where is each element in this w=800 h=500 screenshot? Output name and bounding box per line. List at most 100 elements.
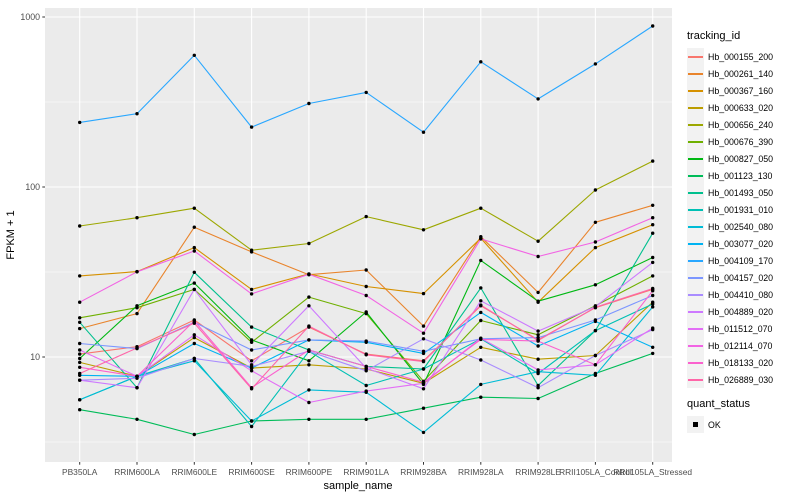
data-point	[536, 329, 540, 333]
line-key-icon	[687, 82, 704, 99]
legend-items: Hb_000155_200 Hb_000261_140 Hb_000367_160 H…	[687, 48, 799, 388]
data-point	[307, 363, 311, 367]
legend-item: Hb_018133_020	[687, 354, 799, 371]
data-point	[249, 340, 254, 344]
data-point	[192, 356, 196, 361]
data-point	[651, 255, 655, 260]
data-point	[78, 341, 82, 346]
data-point	[78, 398, 82, 402]
legend-item-label: Hb_004109_170	[708, 255, 774, 266]
data-point	[421, 331, 426, 335]
line-key-icon	[687, 371, 704, 388]
data-point	[364, 369, 368, 373]
data-point	[536, 299, 540, 303]
data-point	[593, 188, 598, 192]
data-point	[593, 283, 598, 287]
legend-item-label: Hb_004889_020	[708, 306, 774, 317]
data-point	[307, 241, 311, 246]
data-point	[364, 417, 368, 421]
x-tick-label: RRIM928BA	[400, 467, 447, 477]
data-point	[249, 387, 254, 391]
data-point	[651, 326, 655, 330]
legend-item: Hb_002540_080	[687, 218, 799, 235]
data-point	[249, 125, 254, 129]
data-point	[651, 274, 655, 278]
data-point	[364, 293, 368, 298]
legend-item: Hb_003077_020	[687, 235, 799, 252]
data-point	[192, 287, 196, 292]
line-key-icon	[687, 201, 704, 218]
data-point	[421, 380, 426, 384]
data-point	[536, 333, 540, 337]
line-key-icon	[687, 99, 704, 116]
data-point	[651, 159, 655, 163]
data-point	[364, 310, 368, 314]
data-point	[536, 338, 540, 343]
legend-item-label: Hb_026889_030	[708, 374, 774, 385]
data-point	[536, 344, 540, 348]
data-point	[536, 396, 540, 401]
data-point	[593, 328, 598, 333]
legend-item-label: Hb_001493_050	[708, 187, 774, 198]
data-point	[192, 341, 196, 346]
data-point	[479, 237, 483, 241]
data-point	[421, 228, 426, 232]
data-point	[135, 374, 139, 378]
x-tick-label: RRII105LA_Stressed	[613, 467, 692, 477]
legend-item: Hb_001123_130	[687, 167, 799, 184]
data-point	[479, 345, 483, 349]
data-point	[135, 216, 139, 220]
data-point	[479, 318, 483, 323]
data-point	[249, 338, 254, 342]
data-point	[593, 240, 598, 244]
legend-item: Hb_000827_050	[687, 150, 799, 167]
data-point	[307, 338, 311, 342]
legend-item: Hb_011512_070	[687, 320, 799, 337]
data-point	[249, 359, 254, 363]
legend-item-label: Hb_018133_020	[708, 357, 774, 368]
data-point	[593, 220, 598, 224]
data-point	[479, 299, 483, 303]
data-point	[651, 203, 655, 207]
line-key-icon	[687, 65, 704, 82]
data-point	[421, 324, 426, 328]
x-tick-label: RRIM928LA	[458, 467, 504, 477]
data-point	[135, 270, 139, 274]
data-point	[593, 62, 598, 66]
data-point	[421, 406, 426, 410]
data-point	[78, 348, 82, 352]
data-point	[651, 305, 655, 309]
data-point	[249, 325, 254, 329]
legend-item: Hb_004410_080	[687, 286, 799, 303]
data-point	[307, 400, 311, 405]
line-key-icon	[687, 167, 704, 184]
data-point	[536, 368, 540, 372]
data-point	[536, 97, 540, 101]
plot-panel-background	[45, 8, 672, 462]
data-point	[307, 304, 311, 308]
data-point	[364, 364, 368, 369]
legend-item: Hb_026889_030	[687, 371, 799, 388]
legend-item-label: Hb_000676_390	[708, 136, 774, 147]
data-point	[421, 291, 426, 296]
data-point	[536, 239, 540, 243]
legend: tracking_id Hb_000155_200 Hb_000261_140 Hb…	[687, 30, 799, 433]
data-point	[479, 337, 483, 342]
data-point	[479, 60, 483, 64]
data-points	[78, 24, 655, 437]
x-tick-label: RRIM928LE	[515, 467, 561, 477]
data-point	[78, 274, 82, 278]
data-point	[651, 293, 655, 298]
data-point	[78, 300, 82, 304]
legend-item: Hb_000633_020	[687, 99, 799, 116]
data-point	[364, 353, 368, 357]
line-key-icon	[687, 48, 704, 65]
data-point	[78, 326, 82, 331]
line-key-icon	[687, 133, 704, 150]
data-point	[536, 357, 540, 361]
data-point	[192, 281, 196, 285]
line-key-icon	[687, 252, 704, 269]
legend-item-label: Hb_003077_020	[708, 238, 774, 249]
data-point	[651, 286, 655, 291]
